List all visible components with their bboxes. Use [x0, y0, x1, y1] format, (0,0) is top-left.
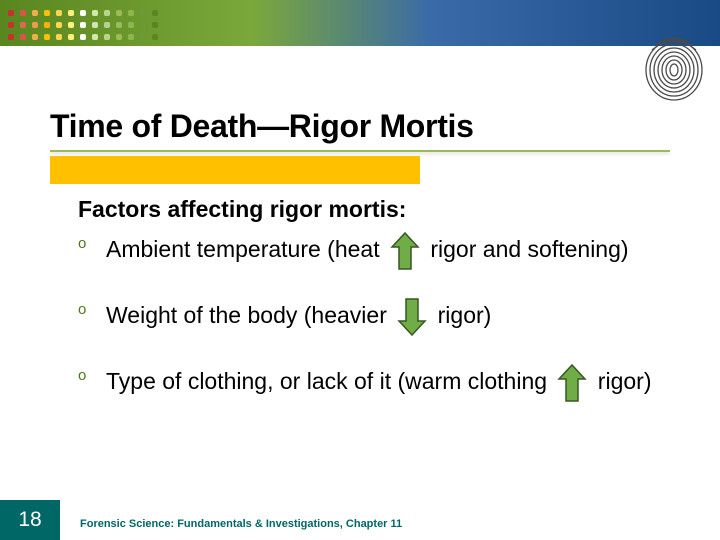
banner-dot [44, 10, 50, 16]
banner-dot [68, 22, 74, 28]
bullet-row: oType of clothing, or lack of it (warm c… [78, 363, 678, 403]
banner-dot [116, 22, 122, 28]
dot-row-3 [8, 34, 164, 44]
title-accent-bar [50, 156, 420, 184]
banner-dot [68, 34, 74, 40]
arrow-up-icon [388, 231, 422, 271]
banner-dot [152, 22, 158, 28]
bullet-row: oWeight of the body (heavier rigor) [78, 297, 678, 337]
banner-dot [152, 34, 158, 40]
banner-dot [92, 34, 98, 40]
bullet-marker: o [78, 363, 106, 384]
bullet-text-pre: Ambient temperature (heat [106, 236, 386, 262]
top-banner [0, 0, 720, 46]
bullet-text: Ambient temperature (heat rigor and soft… [106, 231, 629, 271]
dot-row-1 [8, 10, 164, 20]
fingerprint-icon [642, 30, 706, 102]
banner-dot [8, 22, 14, 28]
banner-dot [32, 34, 38, 40]
banner-dot [140, 10, 146, 16]
bullet-text-pre: Weight of the body (heavier [106, 302, 393, 328]
bullet-text: Type of clothing, or lack of it (warm cl… [106, 363, 651, 403]
bullet-text-post: rigor and softening) [424, 236, 629, 262]
slide-title: Time of Death—Rigor Mortis [50, 108, 474, 145]
banner-dot [20, 22, 26, 28]
banner-dot [20, 10, 26, 16]
banner-dot [56, 22, 62, 28]
banner-dot [20, 34, 26, 40]
banner-dot [32, 10, 38, 16]
banner-dot [68, 10, 74, 16]
banner-dot [116, 10, 122, 16]
banner-dot [8, 10, 14, 16]
banner-dot [140, 34, 146, 40]
bullet-row: oAmbient temperature (heat rigor and sof… [78, 231, 678, 271]
factors-heading: Factors affecting rigor mortis: [78, 196, 678, 223]
bullet-text: Weight of the body (heavier rigor) [106, 297, 491, 337]
arrow-down-icon [395, 297, 429, 337]
banner-dot [140, 22, 146, 28]
banner-dot [128, 10, 134, 16]
footer-text: Forensic Science: Fundamentals & Investi… [80, 518, 402, 530]
bullet-text-post: rigor) [431, 302, 491, 328]
dot-row-2 [8, 22, 164, 32]
banner-dot [44, 34, 50, 40]
arrow-up-icon [555, 363, 589, 403]
title-underline [50, 150, 670, 152]
banner-dot [104, 10, 110, 16]
banner-dot [92, 10, 98, 16]
bullet-text-pre: Type of clothing, or lack of it (warm cl… [106, 368, 553, 394]
banner-dot [152, 10, 158, 16]
banner-dot [116, 34, 122, 40]
bullet-marker: o [78, 231, 106, 252]
banner-dot [104, 34, 110, 40]
bullet-text-post: rigor) [591, 368, 651, 394]
content-area: Factors affecting rigor mortis: oAmbient… [78, 196, 678, 429]
banner-dot [80, 10, 86, 16]
banner-dot [8, 34, 14, 40]
banner-dot [92, 22, 98, 28]
banner-dot [44, 22, 50, 28]
bullet-marker: o [78, 297, 106, 318]
banner-dot [128, 34, 134, 40]
banner-dot [104, 22, 110, 28]
banner-dot [32, 22, 38, 28]
banner-dot [80, 22, 86, 28]
banner-dot [80, 34, 86, 40]
banner-dot [128, 22, 134, 28]
page-number: 18 [0, 500, 60, 540]
banner-dot [56, 10, 62, 16]
banner-dot [56, 34, 62, 40]
